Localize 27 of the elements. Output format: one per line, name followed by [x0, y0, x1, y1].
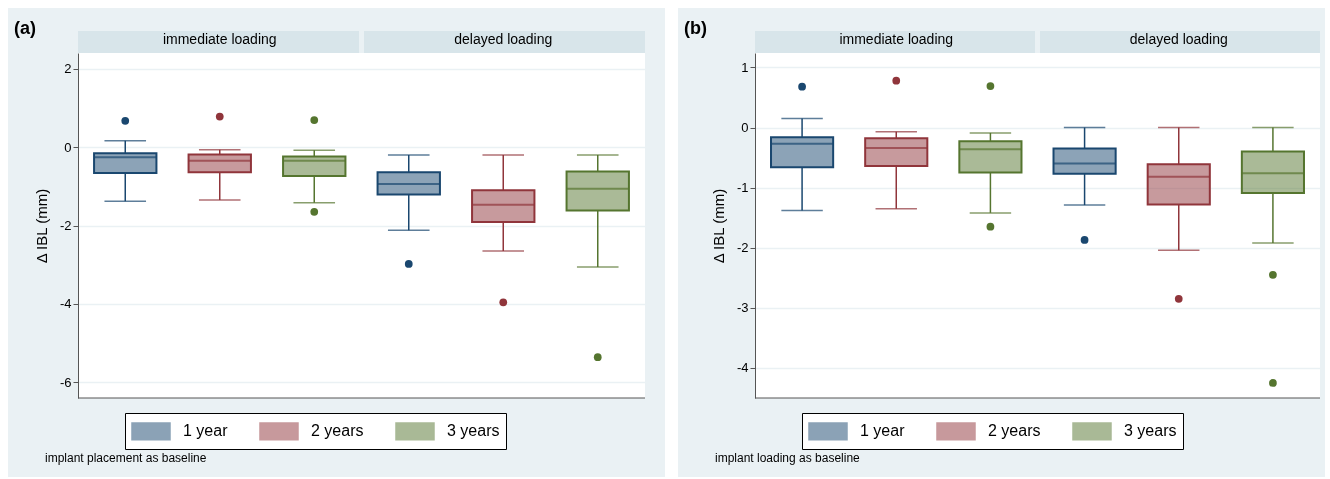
y-tick-label: 1 [741, 59, 749, 75]
y-tick-label: -6 [59, 374, 72, 390]
text: implant loading as baseline [715, 451, 861, 465]
y-tick-label: 0 [64, 139, 72, 155]
text: implant placement as baseline [45, 451, 207, 465]
y-tick-label: -4 [59, 296, 72, 312]
y-tick-label: -4 [736, 360, 749, 376]
x-tick-label: immediate loading [162, 30, 277, 47]
y-tick-label: 2 [64, 61, 72, 77]
text: (b) [684, 18, 707, 38]
y-tick-label: -2 [59, 218, 72, 233]
x-tick-label: immediate loading [839, 30, 954, 47]
x-tick-label: delayed loading [1129, 30, 1228, 47]
text: (a) [14, 18, 36, 38]
y-axis-title: Δ IBL (mm) [32, 188, 50, 264]
y-tick-label: -3 [736, 300, 749, 316]
legend-label: 2 years [311, 422, 364, 440]
legend-label: 3 years [1124, 422, 1177, 440]
legend-label: 3 years [447, 422, 500, 440]
legend-label: 1 year [860, 422, 906, 440]
y-tick-label: 0 [741, 120, 749, 136]
legend-label: 1 year [183, 422, 229, 440]
y-axis-title: Δ IBL (mm) [709, 188, 727, 264]
x-tick-label: delayed loading [454, 30, 553, 47]
legend-label: 2 years [988, 422, 1041, 440]
y-tick-label: -2 [736, 240, 749, 256]
y-tick-label: -1 [736, 180, 749, 196]
